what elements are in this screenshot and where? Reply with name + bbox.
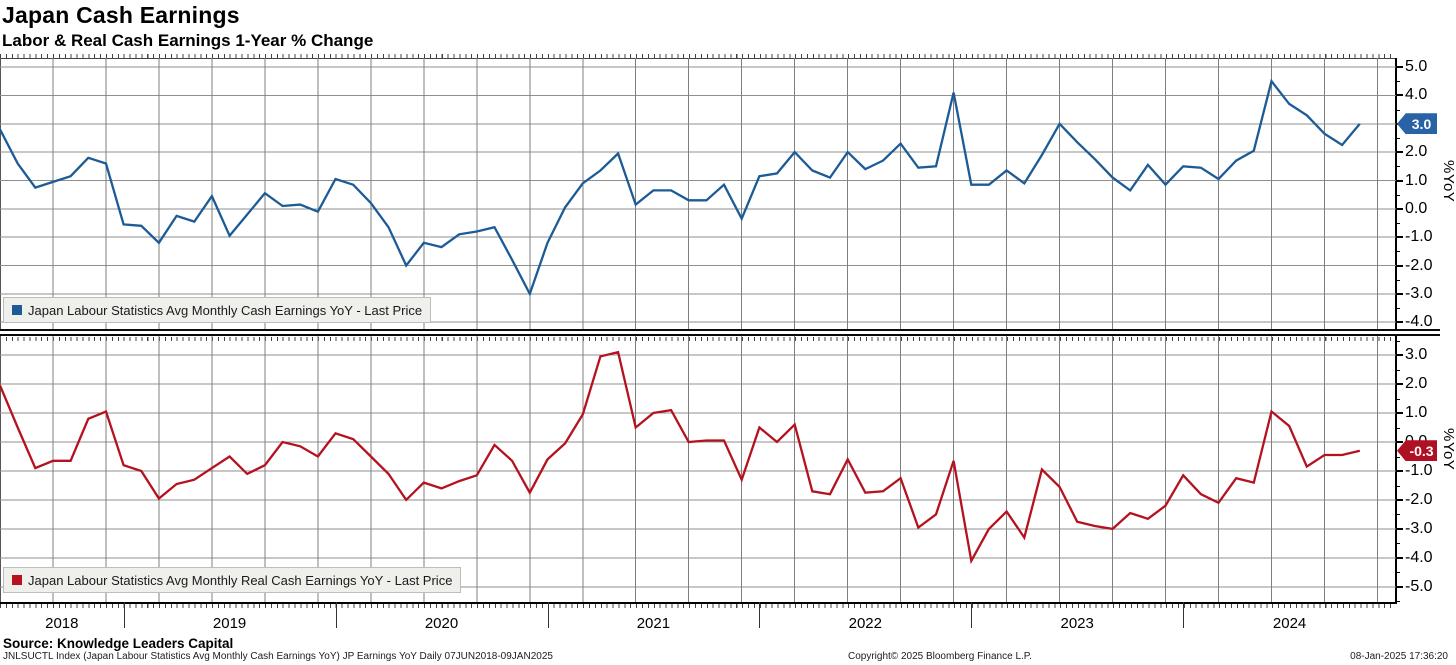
y-tick-label: 1.0	[1405, 171, 1428, 189]
bottom-panel-plot	[0, 336, 1396, 602]
x-year-label: 2024	[1272, 615, 1307, 632]
series-line-real-cash-earnings	[0, 350, 1361, 565]
y-axis-tick	[1396, 151, 1403, 154]
y-axis-tick	[1396, 441, 1403, 443]
x-year-tick	[123, 602, 125, 628]
y-axis-tick	[1396, 264, 1403, 267]
y-axis-minor-tick	[1396, 514, 1400, 516]
legend-nominal: Japan Labour Statistics Avg Monthly Cash…	[3, 297, 432, 323]
y-tick-label: 2.0	[1405, 143, 1428, 161]
y-axis-minor-tick	[1396, 398, 1400, 400]
y-axis-minor-tick	[1396, 166, 1400, 168]
page-title: Japan Cash Earnings	[2, 2, 240, 28]
top-panel-border	[0, 58, 1397, 59]
x-year-tick	[1183, 602, 1185, 628]
y-axis-minor-tick	[1396, 81, 1400, 83]
y-axis-tick	[1396, 585, 1403, 588]
bottom-y-axis-title: %YoY	[1440, 428, 1456, 471]
y-axis-tick	[1396, 292, 1403, 295]
last-price-badge-nominal: 3.0	[1397, 113, 1437, 135]
last-price-badge-real: -0.3	[1397, 440, 1437, 462]
y-axis-minor-tick	[1396, 194, 1400, 196]
legend-swatch-red	[12, 575, 22, 585]
y-axis-tick	[1396, 527, 1403, 530]
y-axis-minor-tick	[1396, 137, 1400, 139]
y-axis-tick	[1396, 207, 1403, 210]
y-tick-label: 1.0	[1405, 404, 1428, 421]
ticker-note: JNLSUCTL Index (Japan Labour Statistics …	[3, 651, 553, 662]
series-line-nominal-cash-earnings	[0, 78, 1361, 297]
copyright-note: Copyright© 2025 Bloomberg Finance L.P.	[848, 651, 1032, 662]
y-axis-minor-tick	[1396, 308, 1400, 309]
y-axis-minor-tick	[1396, 485, 1400, 487]
y-tick-label: 0.0	[1405, 199, 1428, 217]
y-axis-tick	[1396, 412, 1403, 414]
y-axis-minor-tick	[1396, 543, 1400, 545]
y-axis-minor-tick	[1396, 572, 1400, 574]
y-tick-label: -1.0	[1405, 462, 1433, 479]
y-axis-minor-tick	[1396, 251, 1400, 253]
y-tick-label: -5.0	[1405, 577, 1433, 595]
y-axis-tick	[1396, 66, 1403, 69]
x-year-label: 2023	[1060, 615, 1094, 632]
y-tick-label: -3.0	[1405, 284, 1433, 302]
y-axis-minor-tick	[1396, 223, 1400, 224]
legend-real: Japan Labour Statistics Avg Monthly Real…	[3, 567, 462, 593]
x-year-label: 2022	[848, 615, 882, 632]
panel-separator	[0, 329, 1440, 336]
legend-label: Japan Labour Statistics Avg Monthly Real…	[28, 572, 453, 588]
y-tick-label: -3.0	[1405, 519, 1433, 537]
y-tick-label: 4.0	[1405, 86, 1428, 104]
top-panel-plot	[0, 58, 1396, 331]
y-axis-minor-tick	[1396, 369, 1400, 371]
top-axis-minor-ticks	[0, 54, 1396, 58]
y-tick-label: -4.0	[1405, 548, 1433, 566]
y-axis-tick	[1396, 498, 1403, 501]
y-axis-tick	[1396, 470, 1403, 472]
y-axis-tick	[1396, 556, 1403, 559]
y-axis-minor-tick	[1396, 601, 1400, 603]
y-axis-tick	[1396, 321, 1403, 324]
y-tick-label: -4.0	[1405, 313, 1433, 331]
bottom-axis-minor-ticks	[0, 604, 1396, 608]
y-axis-minor-tick	[1396, 456, 1400, 458]
y-axis-tick	[1396, 94, 1403, 97]
x-year-label: 2020	[424, 615, 459, 632]
x-year-label: 2019	[212, 615, 247, 632]
legend-swatch-blue	[12, 305, 22, 315]
y-axis-tick	[1396, 236, 1403, 239]
x-year-tick	[547, 602, 549, 628]
mid-axis-minor-ticks	[0, 337, 1396, 341]
y-axis-minor-tick	[1396, 109, 1400, 111]
y-axis-tick	[1396, 354, 1403, 356]
x-year-label: 2018	[45, 615, 79, 632]
y-axis-tick	[1396, 383, 1403, 385]
y-tick-label: 3.0	[1405, 346, 1428, 363]
y-tick-label: -2.0	[1405, 256, 1433, 274]
x-year-tick	[335, 602, 337, 628]
y-tick-label: 2.0	[1405, 375, 1428, 392]
y-axis-minor-tick	[1396, 427, 1400, 429]
y-tick-label: -1.0	[1405, 228, 1433, 246]
x-year-tick	[759, 602, 761, 628]
y-axis-tick	[1396, 179, 1403, 182]
x-axis-line	[0, 602, 1397, 604]
x-year-label: 2021	[636, 615, 671, 632]
y-axis-minor-tick	[1396, 279, 1400, 281]
legend-label: Japan Labour Statistics Avg Monthly Cash…	[28, 302, 423, 318]
y-tick-label: 5.0	[1405, 58, 1428, 76]
x-year-tick	[971, 602, 973, 628]
timestamp: 08-Jan-2025 17:36:20	[1350, 651, 1448, 662]
source-note: Source: Knowledge Leaders Capital	[3, 636, 234, 651]
y-axis-minor-tick	[1396, 340, 1400, 342]
chart-subtitle: Labor & Real Cash Earnings 1-Year % Chan…	[2, 31, 374, 50]
y-tick-label: -2.0	[1405, 490, 1433, 508]
top-y-axis-title: %YoY	[1440, 160, 1456, 203]
